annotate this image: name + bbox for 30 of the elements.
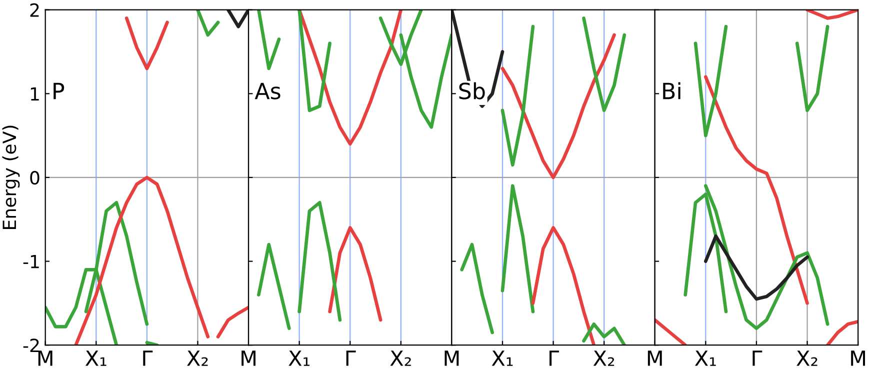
y-axis-title: Energy (eV)	[2, 126, 20, 229]
line-series	[74, 176, 210, 346]
x-tick-label: M	[648, 350, 662, 366]
annotation: Sb	[459, 82, 485, 100]
x-tick-label: X₁	[492, 350, 513, 366]
y-tick-label: 1	[30, 87, 39, 101]
x-tick-label: X₂	[796, 350, 818, 366]
line-series	[216, 306, 249, 338]
x-tick-label: Γ	[752, 350, 762, 366]
annotation: As	[254, 82, 280, 100]
line-series	[124, 16, 169, 70]
x-tick-label: Γ	[550, 350, 559, 366]
x-tick-label: X₂	[390, 350, 411, 366]
x-tick-label: Γ	[346, 350, 356, 366]
annotation: Bi	[663, 82, 680, 100]
y-tick-label: 2	[30, 3, 39, 17]
x-tick-label: M	[38, 350, 52, 366]
x-tick-label: X₁	[694, 350, 716, 366]
x-tick-label: X₁	[85, 350, 106, 366]
x-tick-label: M	[851, 350, 865, 366]
x-tick-label: M	[444, 350, 459, 366]
y-tick-label: 0	[30, 170, 40, 185]
x-tick-label: X₂	[593, 350, 614, 366]
x-tick-label: X₁	[288, 350, 310, 366]
x-tick-label: M	[242, 350, 256, 366]
annotation: P	[54, 82, 64, 100]
x-tick-label: Γ	[143, 350, 153, 366]
x-tick-label: X₂	[187, 350, 208, 366]
y-tick-label: -2	[23, 338, 39, 352]
y-tick-label: -1	[23, 254, 39, 268]
